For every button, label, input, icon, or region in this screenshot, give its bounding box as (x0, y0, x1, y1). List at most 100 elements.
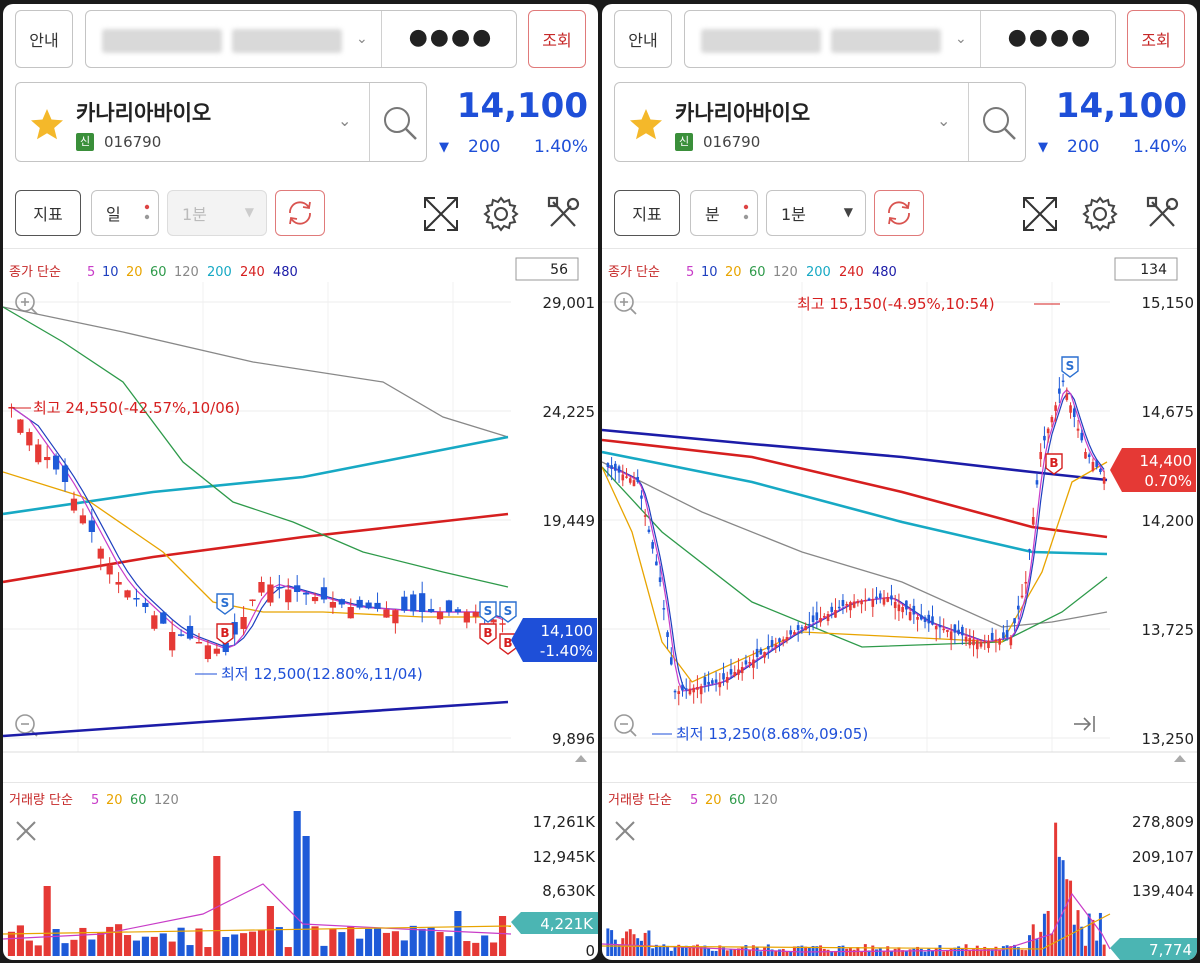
candlestick (953, 623, 957, 645)
candlestick (733, 665, 737, 678)
volume-bar (617, 944, 621, 956)
volume-bar (957, 946, 961, 956)
y-tick-label: 15,150 (1142, 294, 1195, 312)
password-field[interactable]: ●●●● (408, 25, 494, 50)
volume-chart[interactable]: 거래량 단순 5 20 60 120 17,261K 12,945K 8,630K 0 4,221… (3, 784, 598, 960)
candlestick (722, 662, 725, 686)
candlestick (808, 611, 811, 636)
favorite-star-icon[interactable] (629, 107, 663, 141)
volume-ma-line (602, 913, 1111, 950)
password-field[interactable]: ●●●● (1007, 25, 1093, 50)
volume-bar (1042, 913, 1046, 956)
indicator-button[interactable]: 지표 (614, 190, 680, 236)
favorite-star-icon[interactable] (30, 107, 64, 141)
refresh-button[interactable] (275, 190, 325, 236)
candlestick (1002, 624, 1005, 640)
indicator-button[interactable]: 지표 (15, 190, 81, 236)
chevron-down-icon[interactable]: ⌄ (338, 111, 352, 130)
volume-chart[interactable]: 거래량 단순 5 20 60 120 278,809 209,107 139,404 7,774… (602, 784, 1197, 960)
price-chart[interactable]: 종가 단순 5 10 20 60 120 200 240 480 56 29,001 24,225 19… (3, 252, 598, 762)
candlestick (860, 598, 863, 614)
candlestick (249, 599, 256, 607)
volume-bar (1076, 910, 1080, 956)
ma-legend-period: 120 (174, 265, 199, 280)
close-icon[interactable] (16, 821, 36, 841)
interval-selector[interactable]: 1분 ▼ (167, 190, 267, 236)
tools-icon[interactable] (541, 192, 585, 236)
volume-bar (778, 949, 781, 956)
account-selector[interactable]: ⌄ ●●●● (684, 10, 1116, 68)
tools-icon[interactable] (1140, 192, 1184, 236)
axis-scroll-icon[interactable] (575, 755, 587, 762)
volume-ma-line (3, 883, 512, 940)
chevron-down-icon[interactable]: ⌄ (937, 111, 951, 130)
scroll-to-end-icon[interactable] (1074, 716, 1095, 732)
query-button[interactable]: 조회 (1127, 10, 1185, 68)
axis-scroll-icon[interactable] (1174, 755, 1186, 762)
divider (968, 83, 969, 161)
candlestick (222, 642, 229, 656)
price-chart[interactable]: 종가 단순 5 10 20 60 120 200 240 480 134 15,150 14,675 1… (602, 252, 1197, 762)
candlestick (186, 615, 194, 641)
volume-bar (904, 951, 908, 956)
volume-bar (953, 947, 957, 956)
period-selector[interactable]: 일 (91, 190, 159, 236)
stock-selector[interactable]: 카나리아바이오 신 016790 ⌄ (15, 82, 427, 162)
expand-icon[interactable] (419, 192, 463, 236)
y-tick-label: 13,250 (1142, 730, 1195, 748)
period-selector[interactable]: 분 (690, 190, 758, 236)
query-button[interactable]: 조회 (528, 10, 586, 68)
chevron-down-icon[interactable]: ⌄ (955, 31, 967, 47)
volume-bar (677, 944, 681, 956)
candle-count-box (1114, 257, 1178, 281)
candlestick (1102, 470, 1106, 491)
candlestick (258, 576, 265, 597)
refresh-button[interactable] (874, 190, 924, 236)
account-number-blurred (701, 29, 821, 53)
zoom-in-icon[interactable] (614, 292, 637, 315)
candlestick (320, 577, 328, 604)
volume-bar (240, 933, 248, 956)
volume-bar (621, 938, 625, 956)
volume-bar (916, 946, 920, 956)
volume-legend-period: 60 (729, 793, 746, 808)
candlestick (781, 636, 785, 647)
volume-bar (833, 950, 837, 956)
interval-selector[interactable]: 1분 ▼ (766, 190, 866, 236)
candlestick (949, 624, 953, 651)
candlestick (789, 625, 793, 638)
volume-bar (25, 940, 33, 956)
volume-bar (320, 945, 328, 956)
zoom-out-icon[interactable] (15, 714, 38, 737)
chevron-down-icon[interactable]: ⌄ (356, 31, 368, 47)
account-selector[interactable]: ⌄ ●●●● (85, 10, 517, 68)
volume-bar (409, 925, 417, 956)
candlestick (696, 675, 699, 699)
stock-code: 016790 (104, 133, 162, 151)
expand-icon[interactable] (1018, 192, 1062, 236)
candlestick (666, 630, 669, 649)
candlestick (748, 656, 751, 668)
volume-bar (222, 936, 230, 956)
candlestick (677, 685, 681, 706)
account-number-blurred (102, 29, 222, 53)
candlestick (52, 453, 60, 475)
stock-selector[interactable]: 카나리아바이오 신 016790 ⌄ (614, 82, 1026, 162)
volume-bar (651, 948, 655, 956)
volume-bar (34, 945, 42, 956)
settings-gear-icon[interactable] (479, 192, 523, 236)
zoom-out-icon[interactable] (614, 714, 637, 737)
guide-button[interactable]: 안내 (15, 10, 73, 68)
search-icon[interactable] (977, 101, 1021, 145)
search-icon[interactable] (378, 101, 422, 145)
caret-down-icon: ▼ (843, 205, 853, 219)
guide-button[interactable]: 안내 (614, 10, 672, 68)
volume-bar (740, 947, 744, 956)
volume-bar (43, 886, 51, 956)
moving-average-line (602, 461, 1108, 628)
candlestick (673, 689, 677, 700)
close-icon[interactable] (615, 821, 635, 841)
candlestick (774, 637, 778, 654)
volume-bar (391, 931, 399, 956)
settings-gear-icon[interactable] (1078, 192, 1122, 236)
